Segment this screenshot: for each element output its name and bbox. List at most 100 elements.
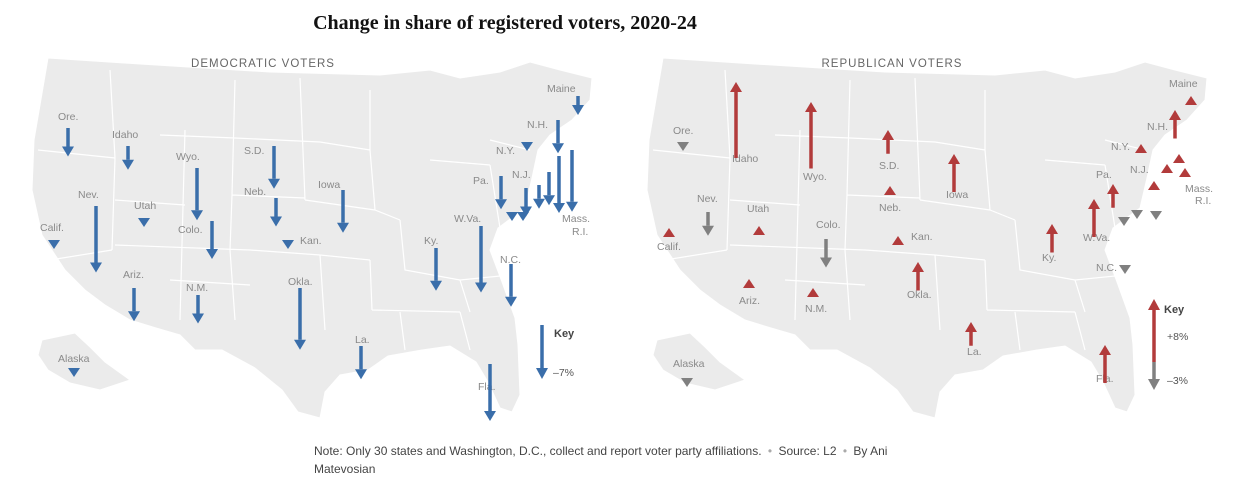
triangle-down-marker — [1119, 265, 1131, 274]
arrow-down-head — [90, 262, 102, 273]
state-label: N.M. — [186, 282, 208, 294]
arrow-down-head — [128, 311, 140, 322]
state-label: Wyo. — [176, 151, 200, 163]
state-label: Calif. — [657, 241, 681, 253]
arrow-down-head — [702, 225, 714, 236]
state-label: Calif. — [40, 222, 64, 234]
state-label: Idaho — [112, 129, 138, 141]
map-democratic-voters: DEMOCRATIC VOTERS Ore. Idaho Wyo. S.D. Iowa N… — [31, 57, 593, 421]
state-label: S.D. — [244, 145, 264, 157]
state-label: Pa. — [1096, 169, 1112, 181]
state-label: Okla. — [288, 276, 313, 288]
state-marker: W.Va. — [1083, 199, 1110, 244]
arrow-down-head — [820, 257, 832, 268]
state-marker: Maine — [1169, 78, 1198, 105]
triangle-down-marker — [1131, 210, 1143, 219]
state-marker: Fla. — [478, 364, 496, 421]
state-label: Ky. — [1042, 252, 1056, 264]
key-arrow-head — [536, 368, 548, 379]
state-marker: Iowa — [318, 179, 349, 233]
state-marker — [1173, 154, 1185, 163]
arrow-down-head — [566, 201, 578, 212]
triangle-up-marker — [1179, 168, 1191, 177]
arrow-down-head — [270, 216, 282, 227]
us-land — [646, 57, 1208, 419]
state-label: Neb. — [879, 202, 901, 214]
state-marker: N.C. — [500, 254, 521, 307]
arrow-down-head — [533, 198, 545, 209]
triangle-down-marker — [517, 212, 529, 221]
arrow-down-head — [294, 339, 306, 350]
state-label: Ky. — [424, 235, 438, 247]
arrow-up-head — [965, 322, 977, 332]
arrow-down-head — [552, 143, 564, 154]
state-label: Utah — [747, 203, 769, 215]
state-marker: N.Y. — [1111, 141, 1147, 153]
footnote: Note: Only 30 states and Washington, D.C… — [314, 442, 934, 478]
state-marker: N.M. — [805, 288, 827, 315]
arrow-down-head — [543, 195, 555, 206]
arrow-down-head — [572, 105, 584, 115]
arrow-down-head — [192, 313, 204, 324]
page-title: Change in share of registered voters, 20… — [313, 12, 697, 34]
key-arrow-up-head — [1148, 299, 1160, 310]
triangle-up-marker — [663, 228, 675, 237]
panel-heading: DEMOCRATIC VOTERS — [191, 58, 335, 70]
triangle-down-marker — [681, 378, 693, 387]
state-marker: Alaska — [58, 353, 90, 377]
us-land — [31, 57, 593, 419]
arrow-down-head — [206, 249, 218, 259]
state-marker: La. — [355, 334, 370, 380]
state-marker: Calif. — [40, 222, 64, 249]
triangle-down-marker — [68, 368, 80, 377]
state-label: Idaho — [732, 153, 758, 165]
arrow-down-head — [520, 206, 532, 217]
arrow-up-head — [948, 154, 960, 164]
key-value: –7% — [553, 367, 574, 379]
state-marker: Pa. — [1096, 169, 1119, 208]
separator-dot: • — [767, 444, 773, 458]
separator-dot: • — [842, 444, 848, 458]
note-text: Note: Only 30 states and Washington, D.C… — [314, 444, 762, 458]
state-label: Maine — [1169, 78, 1198, 90]
map-republican-voters: REPUBLICAN VOTERS Ore. Idaho Wyo. S.D. Iowa N… — [646, 57, 1213, 419]
arrow-down-head — [475, 282, 487, 293]
state-marker: S.D. — [879, 130, 899, 172]
state-markers: Ore. Idaho Wyo. S.D. Iowa Nev. Utah Neb. Calif. C… — [40, 83, 590, 421]
arrow-down-head — [430, 280, 442, 291]
state-marker: S.D. — [244, 145, 280, 189]
state-marker: Pa. — [473, 175, 507, 210]
state-label: Ore. — [673, 125, 693, 137]
state-label: W.Va. — [454, 213, 481, 225]
triangle-up-marker — [892, 236, 904, 245]
arrow-down-head — [495, 199, 507, 210]
state-marker — [517, 212, 529, 221]
arrow-down-head — [268, 178, 280, 189]
state-label: R.I. — [1195, 195, 1211, 207]
state-label: Okla. — [907, 289, 932, 301]
state-marker: N.M. — [186, 282, 208, 324]
triangle-down-marker — [282, 240, 294, 249]
state-label: N.Y. — [496, 145, 515, 157]
arrow-up-head — [882, 130, 894, 140]
state-label: Utah — [134, 200, 156, 212]
state-marker: R.I. — [553, 156, 588, 238]
state-marker: N.H. — [527, 119, 564, 154]
panel-heading: REPUBLICAN VOTERS — [822, 58, 963, 70]
state-marker — [1118, 217, 1130, 226]
state-markers: Ore. Idaho Wyo. S.D. Iowa Nev. Utah Neb. Calif. C… — [657, 78, 1213, 387]
state-marker: Alaska — [673, 358, 705, 387]
map-key: Key –7% — [536, 325, 575, 379]
state-marker — [533, 185, 545, 209]
state-marker: Ariz. — [739, 279, 760, 307]
state-marker: N.Y. — [496, 142, 533, 157]
arrow-up-head — [730, 82, 742, 92]
state-label: Kan. — [300, 235, 322, 247]
state-label: Iowa — [318, 179, 340, 191]
state-label: Mass. — [1185, 183, 1213, 195]
key-value-up: +8% — [1167, 331, 1188, 343]
arrow-down-head — [191, 210, 203, 221]
state-marker: Ariz. — [123, 269, 144, 322]
arrow-up-head — [1169, 110, 1181, 120]
state-marker: Utah — [134, 200, 156, 227]
